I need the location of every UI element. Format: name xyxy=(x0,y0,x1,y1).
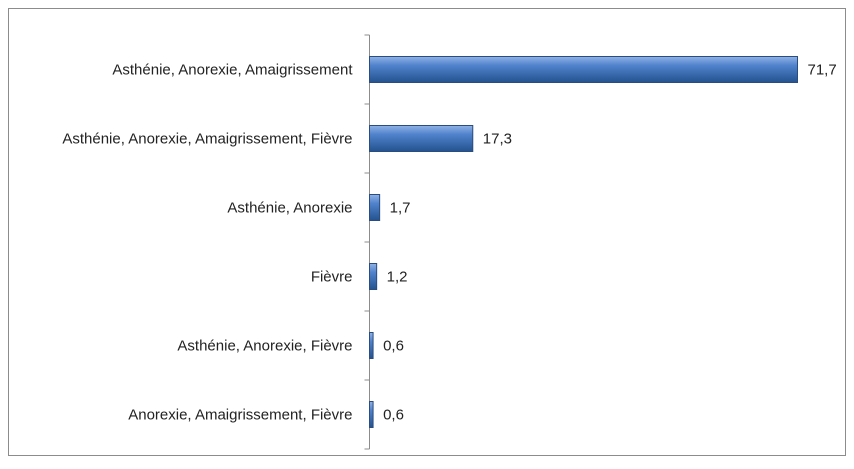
value-label: 1,2 xyxy=(387,268,408,285)
category-label: Asthénie, Anorexie, Amaigrissement xyxy=(112,61,353,78)
value-label: 0,6 xyxy=(383,406,404,423)
category-label: Asthénie, Anorexie, Fièvre xyxy=(177,337,352,354)
bar xyxy=(369,401,374,428)
category-label: Anorexie, Amaigrissement, Fièvre xyxy=(128,406,352,423)
value-label: 71,7 xyxy=(808,61,837,78)
bar xyxy=(369,125,474,152)
category-label: Asthénie, Anorexie, Amaigrissement, Fièv… xyxy=(62,130,352,147)
category-label: Asthénie, Anorexie xyxy=(227,199,352,216)
value-label: 17,3 xyxy=(483,130,512,147)
bar xyxy=(369,56,798,83)
value-label: 0,6 xyxy=(383,337,404,354)
bar xyxy=(369,332,374,359)
value-label: 1,7 xyxy=(390,199,411,216)
category-label: Fièvre xyxy=(311,268,353,285)
bar xyxy=(369,263,378,290)
bar xyxy=(369,194,381,221)
